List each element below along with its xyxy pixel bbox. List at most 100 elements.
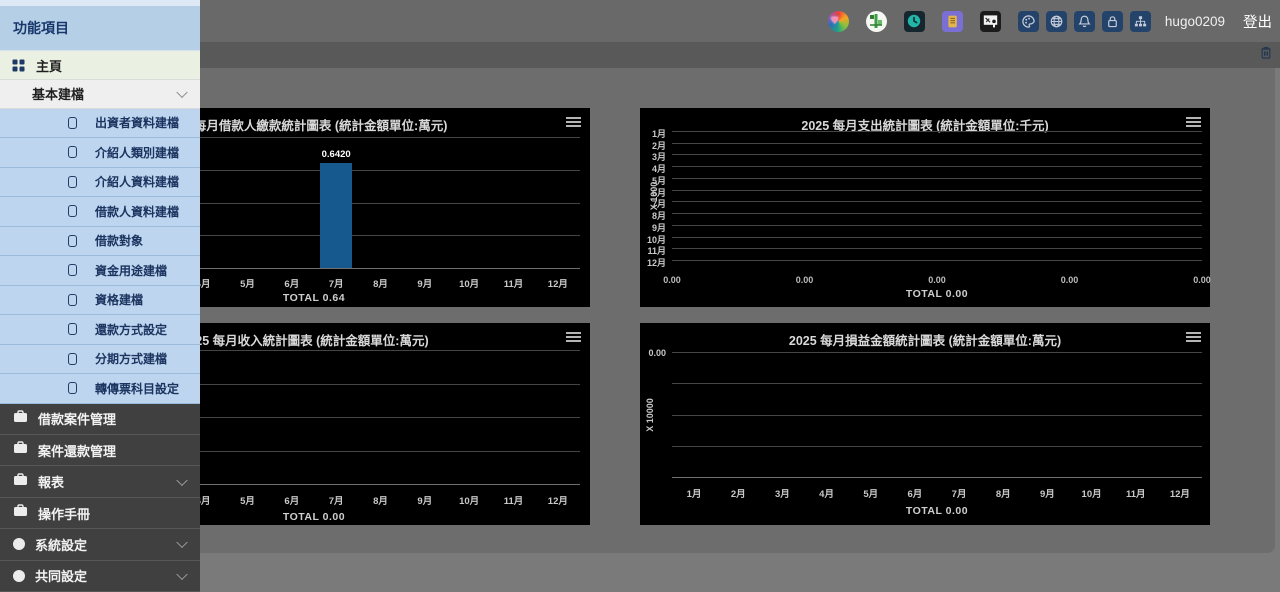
chevron-down-icon	[176, 87, 187, 98]
presentation-icon[interactable]	[980, 11, 1001, 32]
x-axis-tick: 0.00	[796, 275, 814, 285]
sidebar-section-list: 借款案件管理案件還款管理報表操作手冊系統設定共同設定	[0, 404, 200, 592]
briefcase-icon	[13, 473, 28, 491]
axis-multiplier-label: X 10000	[645, 398, 655, 432]
gridline	[672, 248, 1202, 249]
scales-glyph	[867, 12, 885, 30]
chart-menu-icon[interactable]	[566, 332, 581, 342]
scales-logo-icon[interactable]	[866, 11, 887, 32]
checkbox-outline-icon	[68, 353, 77, 365]
sidebar-sub-item-label: 介紹人資料建檔	[95, 173, 179, 190]
sidebar-sub-item-label: 介紹人類別建檔	[95, 144, 179, 161]
sidebar-item-loan-case-management[interactable]: 借款案件管理	[0, 404, 200, 435]
checkbox-outline-icon	[68, 264, 77, 276]
sidebar-item-system-settings[interactable]: 系統設定	[0, 529, 200, 560]
bell-icon[interactable]	[1074, 11, 1095, 32]
sidebar-sub-item[interactable]: 出資者資料建檔	[0, 109, 200, 139]
y-axis-tick: 0.00	[638, 348, 666, 358]
x-axis-label: 12月	[548, 276, 568, 290]
x-axis-label: 9月	[417, 493, 432, 507]
sidebar-sub-item[interactable]: 轉傳票科目設定	[0, 374, 200, 404]
sidebar-item-reports[interactable]: 報表	[0, 466, 200, 497]
gridline	[672, 178, 1202, 179]
gridline	[672, 237, 1202, 238]
checkbox-outline-icon	[68, 205, 77, 217]
x-axis-label: 9月	[1040, 486, 1055, 500]
sidebar-sub-item-label: 分期方式建檔	[95, 350, 167, 367]
chart-menu-icon[interactable]	[1186, 332, 1201, 342]
sidebar-item-label: 共同設定	[35, 566, 87, 585]
sidebar-group-basic-setup[interactable]: 基本建檔	[0, 80, 200, 109]
x-axis-label: 4月	[819, 486, 834, 500]
scroll-icon[interactable]	[942, 11, 963, 32]
gridline	[672, 477, 1202, 478]
x-axis-label: 5月	[240, 493, 255, 507]
x-axis-label: 11月	[504, 276, 524, 290]
checkbox-outline-icon	[68, 146, 77, 158]
gridline	[672, 446, 1202, 447]
x-axis-label: 12月	[548, 493, 568, 507]
globe-icon[interactable]	[1046, 11, 1067, 32]
sidebar-sub-item-label: 出資者資料建檔	[95, 114, 179, 131]
checkbox-outline-icon	[68, 235, 77, 247]
gridline	[672, 352, 1202, 353]
sidebar-sub-item[interactable]: 借款對象	[0, 227, 200, 257]
chart-menu-icon[interactable]	[1186, 117, 1201, 127]
sidebar-item-case-repayment-management[interactable]: 案件還款管理	[0, 435, 200, 466]
x-axis-label: 10月	[1082, 486, 1102, 500]
chart-monthly-expense: 2025 每月支出統計圖表 (統計金額單位:千元) 1月2月3月4月5月6月7月…	[640, 108, 1210, 307]
x-axis-label: 8月	[373, 493, 388, 507]
username: hugo0209	[1165, 14, 1225, 29]
briefcase-icon	[13, 504, 28, 522]
sidebar-sub-item[interactable]: 介紹人資料建檔	[0, 168, 200, 198]
x-axis-label: 9月	[417, 276, 432, 290]
x-axis-label: 7月	[329, 493, 344, 507]
sidebar-sub-item[interactable]: 資金用途建檔	[0, 256, 200, 286]
sitemap-icon[interactable]	[1130, 11, 1151, 32]
sidebar-sub-item[interactable]: 介紹人類別建檔	[0, 138, 200, 168]
circle-icon	[13, 538, 25, 550]
sidebar-sub-item-label: 資金用途建檔	[95, 262, 167, 279]
x-axis-label: 6月	[284, 276, 299, 290]
trash-icon[interactable]	[1259, 45, 1273, 65]
chart-title: 2025 每月損益金額統計圖表 (統計金額單位:萬元)	[640, 330, 1210, 349]
logout-link[interactable]: 登出	[1243, 11, 1272, 32]
sidebar-item-operation-manual[interactable]: 操作手冊	[0, 498, 200, 529]
circle-icon	[13, 570, 25, 582]
clock-icon[interactable]	[904, 11, 925, 32]
sidebar-sub-item[interactable]: 借款人資料建檔	[0, 197, 200, 227]
sidebar-sub-item[interactable]: 分期方式建檔	[0, 345, 200, 375]
grid-icon	[12, 59, 25, 72]
checkbox-outline-icon	[68, 323, 77, 335]
x-axis-label: 2月	[731, 486, 746, 500]
palette-icon[interactable]	[1018, 11, 1039, 32]
gridline	[672, 201, 1202, 202]
sidebar-sub-item-label: 借款人資料建檔	[95, 203, 179, 220]
gridline	[672, 383, 1202, 384]
bell-glyph	[1077, 14, 1092, 29]
sidebar-sub-item-label: 轉傳票科目設定	[95, 380, 179, 397]
chevron-down-icon	[176, 569, 187, 580]
sidebar-item-label: 操作手冊	[38, 504, 90, 523]
sidebar-sub-item-label: 資格建檔	[95, 291, 143, 308]
sidebar-sub-item[interactable]: 還款方式設定	[0, 315, 200, 345]
sidebar-group-label: 基本建檔	[32, 84, 84, 103]
axis-multiplier-label: X 1000	[649, 181, 659, 210]
navbar-icon-group: ♥	[828, 11, 1151, 32]
x-axis-label: 11月	[1126, 486, 1146, 500]
x-axis-label: 10月	[459, 276, 479, 290]
sidebar-title: 功能項目	[0, 6, 200, 51]
sidebar-item-common-settings[interactable]: 共同設定	[0, 561, 200, 592]
checkbox-outline-icon	[68, 176, 77, 188]
lock-icon[interactable]	[1102, 11, 1123, 32]
community-logo-icon[interactable]: ♥	[828, 11, 849, 32]
checkbox-outline-icon	[68, 382, 77, 394]
sidebar-item-label: 案件還款管理	[38, 441, 116, 460]
sidebar-sub-item-label: 借款對象	[95, 232, 143, 249]
y-axis-label: 12月	[638, 256, 666, 269]
sidebar-sub-item[interactable]: 資格建檔	[0, 286, 200, 316]
x-axis-label: 1月	[687, 486, 702, 500]
checkbox-outline-icon	[68, 294, 77, 306]
chart-menu-icon[interactable]	[566, 117, 581, 127]
sidebar-item-home[interactable]: 主頁	[0, 51, 200, 80]
